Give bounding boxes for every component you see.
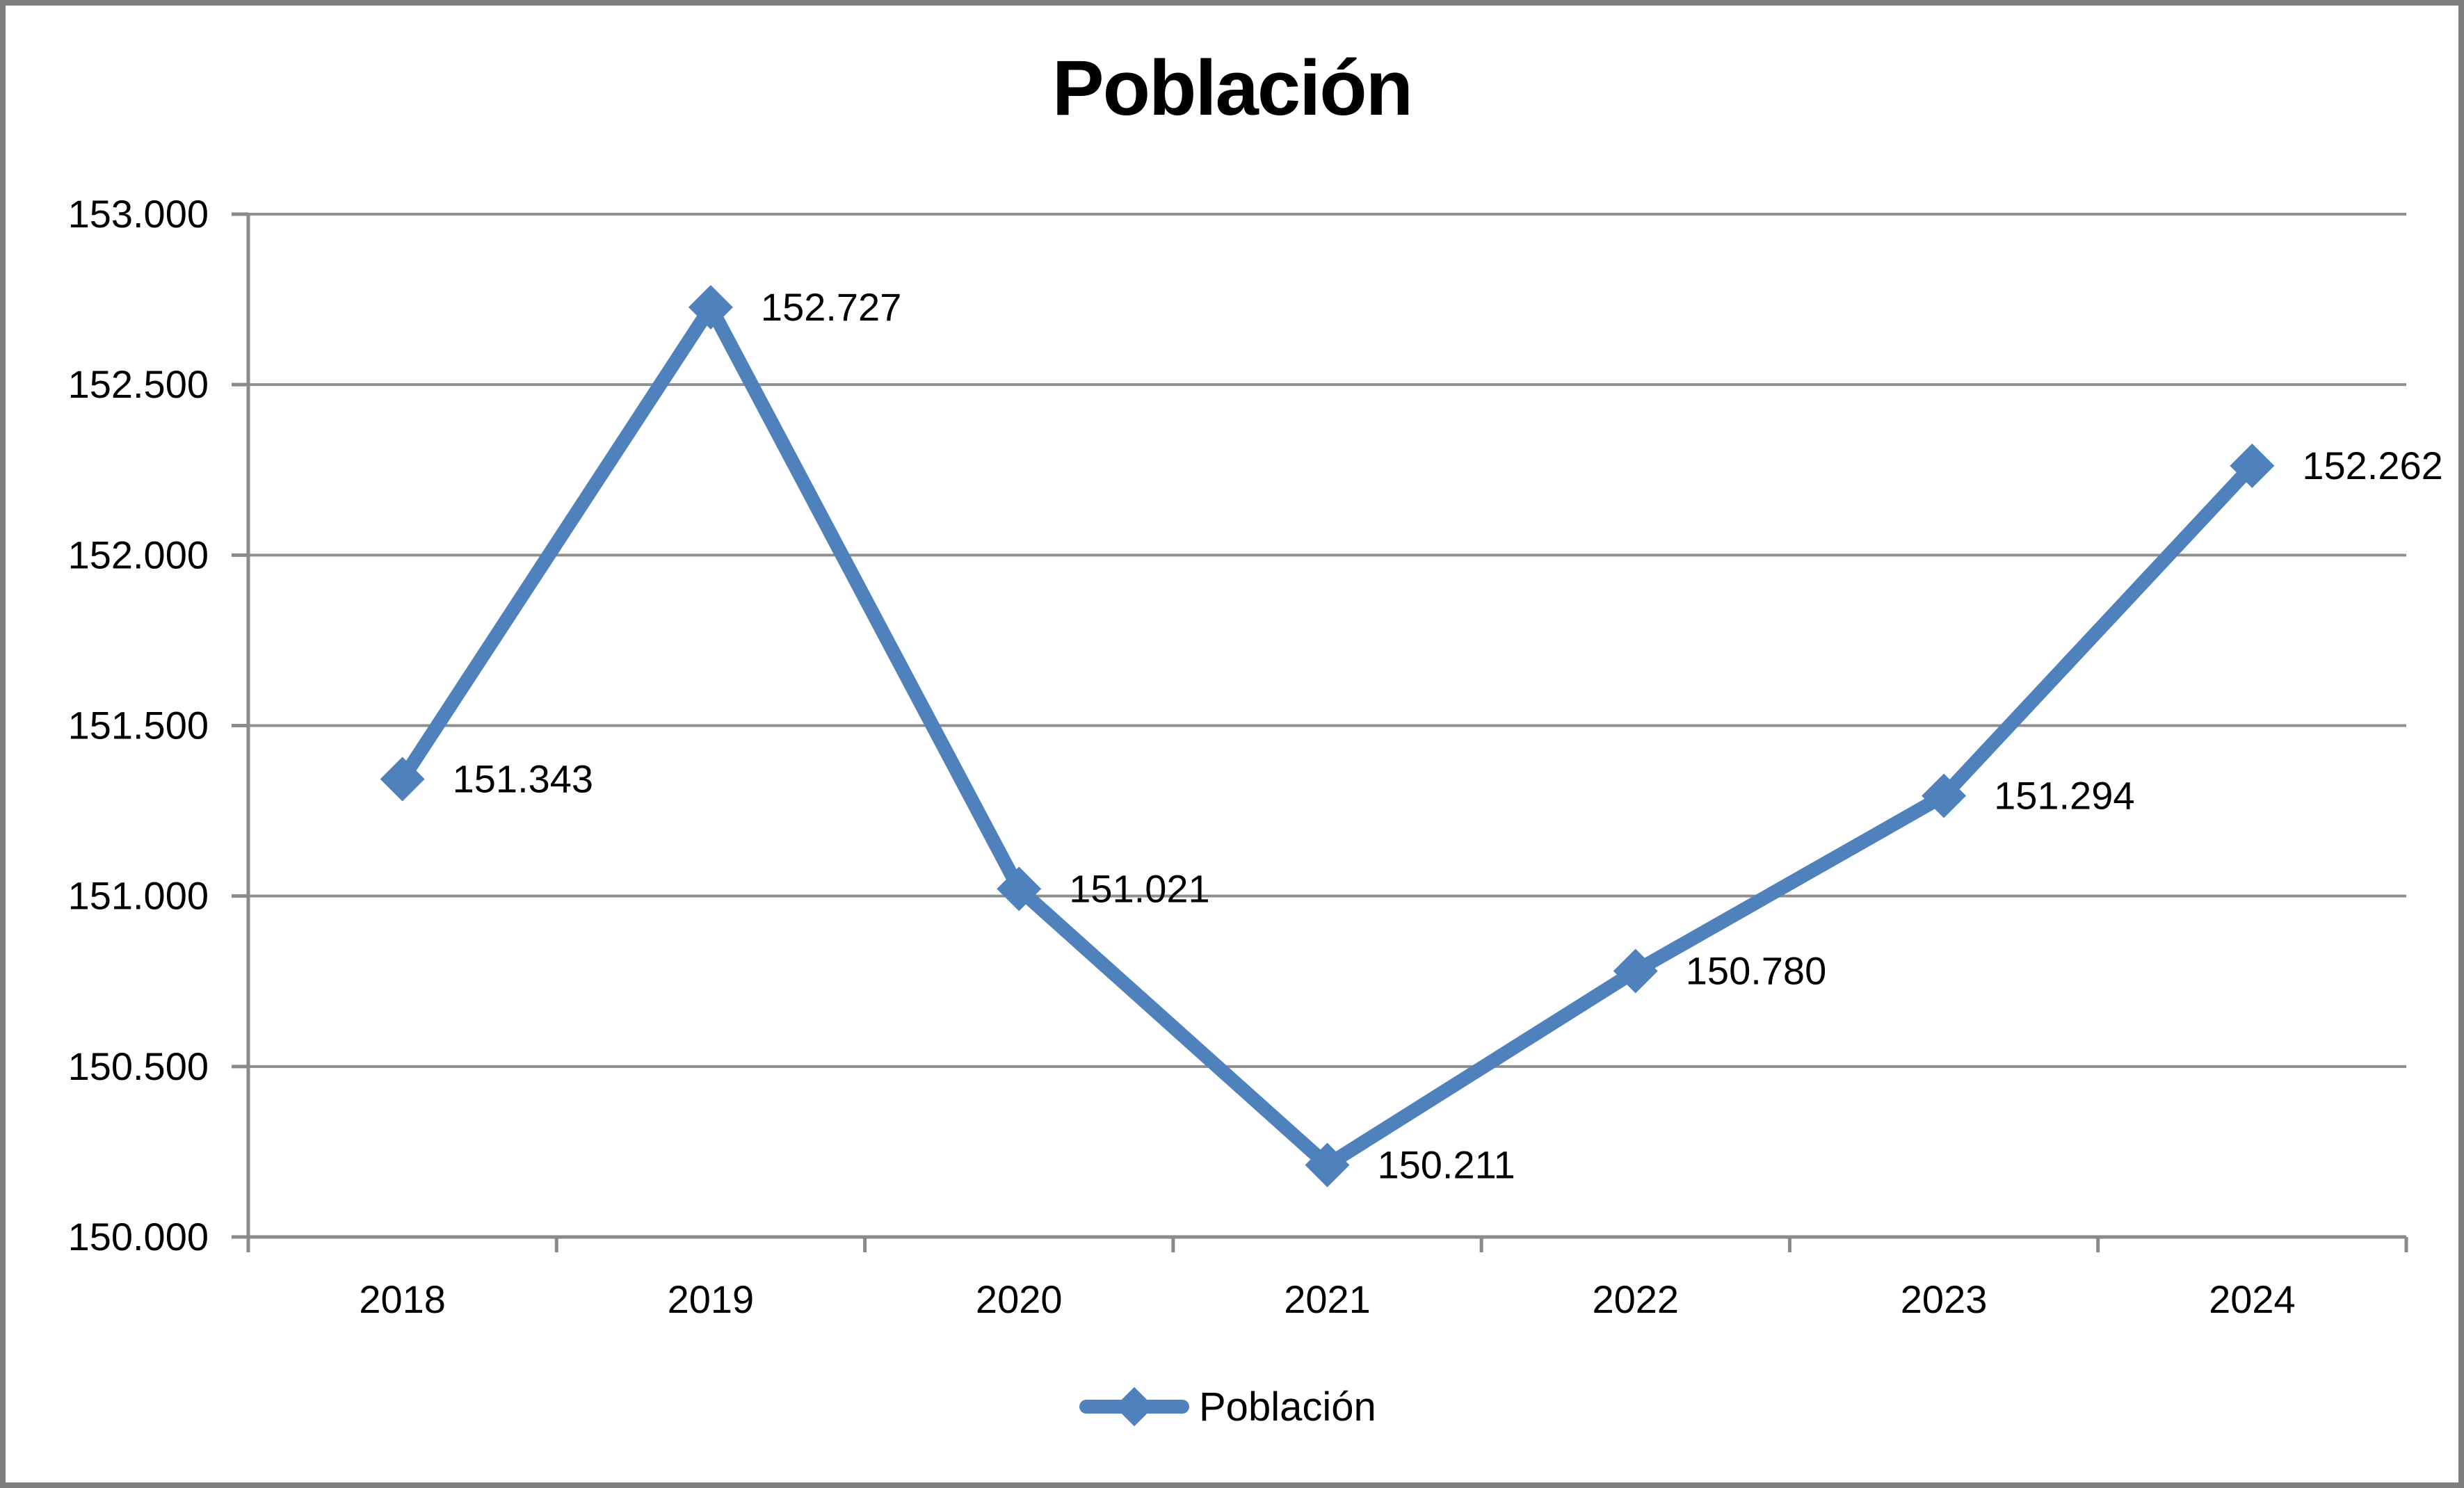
- legend-diamond-marker-icon: [1114, 1386, 1154, 1427]
- data-point-marker: [2230, 443, 2275, 488]
- y-axis-label: 152.500: [68, 362, 209, 406]
- data-point-label: 151.343: [453, 757, 593, 800]
- series-line: [395, 300, 2260, 1172]
- x-axis-label: 2021: [1284, 1277, 1371, 1321]
- y-axis-label: 150.500: [68, 1044, 209, 1088]
- data-point-label: 152.262: [2302, 444, 2442, 487]
- x-axis-label: 2020: [976, 1277, 1063, 1321]
- chart-title: Población: [1052, 45, 1413, 131]
- x-axis-label: 2018: [359, 1277, 446, 1321]
- legend-line-sample: [1079, 1386, 1189, 1427]
- x-axis-label: 2022: [1592, 1277, 1679, 1321]
- data-point-label: 151.021: [1069, 866, 1209, 910]
- y-axis-label: 150.000: [68, 1215, 209, 1259]
- y-axis-label: 151.500: [68, 704, 209, 747]
- x-axis-label: 2019: [668, 1277, 755, 1321]
- data-point-label: 150.780: [1686, 949, 1826, 993]
- data-point-marker: [997, 866, 1042, 912]
- data-point-marker: [1922, 773, 1967, 818]
- y-axis-label: 153.000: [68, 192, 209, 236]
- x-axis-label: 2023: [1901, 1277, 1988, 1321]
- data-point-label: 150.211: [1378, 1143, 1515, 1187]
- data-point-label: 151.294: [1994, 774, 2134, 818]
- y-axis-label: 151.000: [68, 874, 209, 918]
- data-point-marker: [1613, 948, 1658, 994]
- data-point-marker: [380, 757, 425, 802]
- data-point-marker: [1305, 1142, 1350, 1188]
- legend: Población: [1079, 1382, 1376, 1431]
- x-axis-label: 2024: [2209, 1277, 2296, 1321]
- y-axis-label: 152.000: [68, 533, 209, 576]
- legend-label: Población: [1199, 1384, 1376, 1430]
- data-point-label: 152.727: [761, 285, 901, 329]
- data-point-marker: [688, 284, 733, 330]
